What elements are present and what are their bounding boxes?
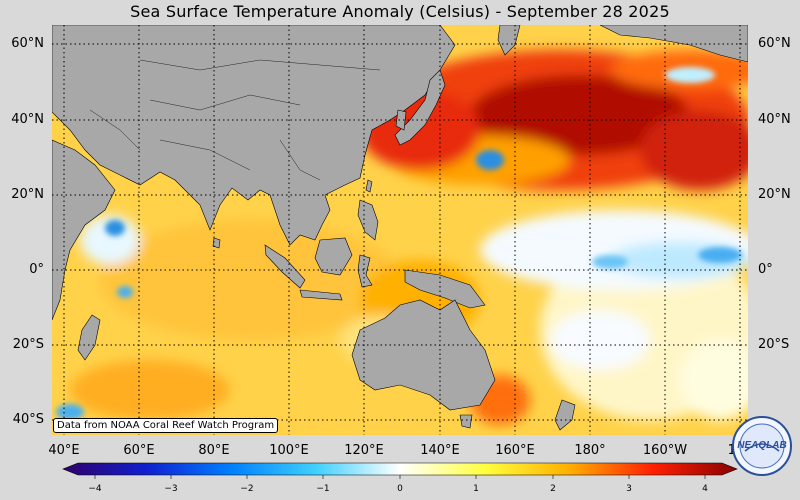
- lat-label-right-60n: 60°N: [758, 36, 791, 51]
- colorbar-ticks: [94, 475, 706, 479]
- lat-label-left-0: 0°: [29, 262, 44, 277]
- lat-label-right-0: 0°: [758, 262, 773, 277]
- lat-label-right-20s: 20°S: [758, 337, 790, 352]
- colorbar-tick-label: −2: [240, 484, 254, 494]
- colorbar-tick-label: 0: [397, 484, 403, 494]
- map-area: [52, 25, 748, 435]
- lat-label-right-20n: 20°N: [758, 187, 791, 202]
- lon-label-160e: 160°E: [495, 443, 535, 458]
- lat-label-left-60n: 60°N: [11, 36, 44, 51]
- land: [52, 25, 748, 431]
- lat-label-left-40s: 40°S: [12, 412, 44, 427]
- lon-label-80e: 80°E: [198, 443, 230, 458]
- lon-label-60e: 60°E: [123, 443, 155, 458]
- anomaly-detail: [56, 67, 742, 420]
- logo-text: NEAQLAB: [737, 440, 786, 451]
- lon-label-120e: 120°E: [344, 443, 384, 458]
- lon-label-140e: 140°E: [420, 443, 460, 458]
- colorbar: [62, 462, 738, 479]
- lat-label-left-20s: 20°S: [12, 337, 44, 352]
- colorbar-tick-label: 1: [473, 484, 479, 494]
- borders: [89, 59, 381, 181]
- colorbar-tick-label: −1: [316, 484, 330, 494]
- lon-label-100e: 100°E: [269, 443, 309, 458]
- lon-label-40e: 40°E: [48, 443, 80, 458]
- data-credit: Data from NOAA Coral Reef Watch Program: [53, 418, 279, 433]
- colorbar-tick-label: −4: [88, 484, 102, 494]
- graticule: [52, 25, 748, 435]
- colorbar-tick-label: 3: [626, 484, 632, 494]
- lab-logo: NEAQLAB: [732, 416, 792, 476]
- lat-label-left-20n: 20°N: [11, 187, 44, 202]
- colorbar-tick-label: 2: [550, 484, 556, 494]
- colorbar-tick-label: −3: [164, 484, 178, 494]
- colorbar-bar: [62, 462, 738, 476]
- lon-label-160w: 160°W: [642, 443, 688, 458]
- lat-label-left-40n: 40°N: [11, 112, 44, 127]
- lat-label-right-40n: 40°N: [758, 112, 791, 127]
- lon-label-180: 180°: [574, 443, 606, 458]
- map-title: Sea Surface Temperature Anomaly (Celsius…: [130, 2, 670, 21]
- colorbar-tick-label: 4: [702, 484, 708, 494]
